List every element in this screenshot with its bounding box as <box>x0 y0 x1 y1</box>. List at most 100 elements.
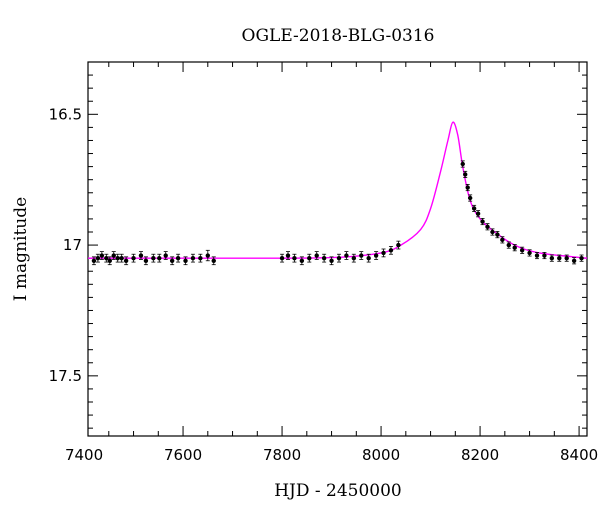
x-tick-label: 7400 <box>65 446 103 464</box>
y-tick-label: 16.5 <box>49 105 82 123</box>
data-point <box>111 251 116 260</box>
point-marker <box>506 242 511 248</box>
point-marker <box>205 253 210 258</box>
model-curve <box>88 121 588 259</box>
data-point <box>91 256 97 266</box>
data-point <box>190 253 196 263</box>
data-point <box>579 254 584 262</box>
point-marker <box>542 253 547 258</box>
data-point <box>115 253 120 263</box>
point-marker <box>475 211 481 216</box>
point-marker <box>359 253 364 258</box>
data-point <box>381 248 386 258</box>
x-tick-label: 8200 <box>461 446 499 464</box>
data-point <box>495 231 500 239</box>
plot-frame <box>87 61 588 437</box>
data-point <box>519 246 525 254</box>
data-point <box>157 253 162 263</box>
data-point <box>571 257 577 265</box>
point-marker <box>344 253 349 258</box>
data-point <box>131 253 136 263</box>
y-tick-label: 17.5 <box>49 367 82 385</box>
data-point <box>336 253 342 263</box>
data-point <box>564 254 569 262</box>
data-point <box>542 251 547 260</box>
point-marker <box>91 258 97 263</box>
data-point <box>95 253 101 263</box>
data-point <box>169 256 175 266</box>
point-marker <box>463 172 468 177</box>
x-tick-label: 7600 <box>164 446 202 464</box>
point-marker <box>366 255 371 261</box>
point-marker <box>123 258 129 263</box>
data-point <box>175 253 181 263</box>
point-marker <box>190 255 196 261</box>
point-marker <box>336 255 342 261</box>
data-point <box>467 194 473 202</box>
point-marker <box>183 258 188 263</box>
data-point <box>198 253 203 263</box>
point-marker <box>292 255 297 261</box>
data-point <box>351 253 357 263</box>
point-marker <box>465 185 470 190</box>
point-marker <box>138 253 144 258</box>
data-point <box>285 251 291 260</box>
y-axis-label: I magnitude <box>11 197 31 301</box>
data-point <box>471 204 477 213</box>
data-point <box>460 160 465 168</box>
x-tick-labels: 7400 7600 7800 8000 8200 8400 <box>65 446 598 464</box>
point-marker <box>388 248 394 253</box>
data-point <box>211 256 216 266</box>
data-point <box>475 210 481 218</box>
point-marker <box>460 161 465 167</box>
data-point <box>359 251 364 260</box>
point-marker <box>549 255 555 261</box>
data-point <box>279 253 285 263</box>
data-point <box>123 256 129 266</box>
point-marker <box>299 258 305 263</box>
point-marker <box>119 255 124 261</box>
x-tick-label: 8000 <box>362 446 400 464</box>
data-point <box>107 256 112 266</box>
point-marker <box>467 195 473 201</box>
point-marker <box>321 255 327 261</box>
data-point <box>388 245 394 255</box>
x-tick-label: 8400 <box>560 446 598 464</box>
point-marker <box>104 255 109 261</box>
point-marker <box>211 258 216 263</box>
data-point <box>373 251 379 260</box>
point-marker <box>198 255 203 261</box>
point-marker <box>307 255 312 261</box>
point-marker <box>175 255 181 261</box>
point-marker <box>285 253 291 258</box>
point-marker <box>579 255 584 261</box>
point-marker <box>527 250 532 256</box>
data-point <box>183 256 188 266</box>
point-marker <box>471 206 477 211</box>
y-tick-labels: 16.5 17 17.5 <box>49 105 82 385</box>
data-point <box>163 251 168 260</box>
point-marker <box>519 248 525 253</box>
point-marker <box>500 237 505 243</box>
data-point <box>344 251 349 260</box>
data-point <box>463 170 468 179</box>
point-marker <box>157 255 162 261</box>
point-marker <box>557 255 562 261</box>
data-point <box>104 253 109 263</box>
data-points <box>91 160 584 266</box>
point-marker <box>571 258 577 263</box>
chart-title: OGLE-2018-BLG-0316 <box>242 26 435 46</box>
data-point <box>480 217 485 226</box>
point-marker <box>115 255 120 261</box>
point-marker <box>99 253 105 258</box>
data-point <box>138 251 144 260</box>
data-point <box>512 244 517 252</box>
point-marker <box>373 253 379 258</box>
data-point <box>485 223 490 231</box>
data-point <box>321 253 327 263</box>
point-marker <box>163 253 168 258</box>
data-point <box>396 240 401 250</box>
data-point <box>205 249 210 262</box>
data-point <box>99 251 105 260</box>
